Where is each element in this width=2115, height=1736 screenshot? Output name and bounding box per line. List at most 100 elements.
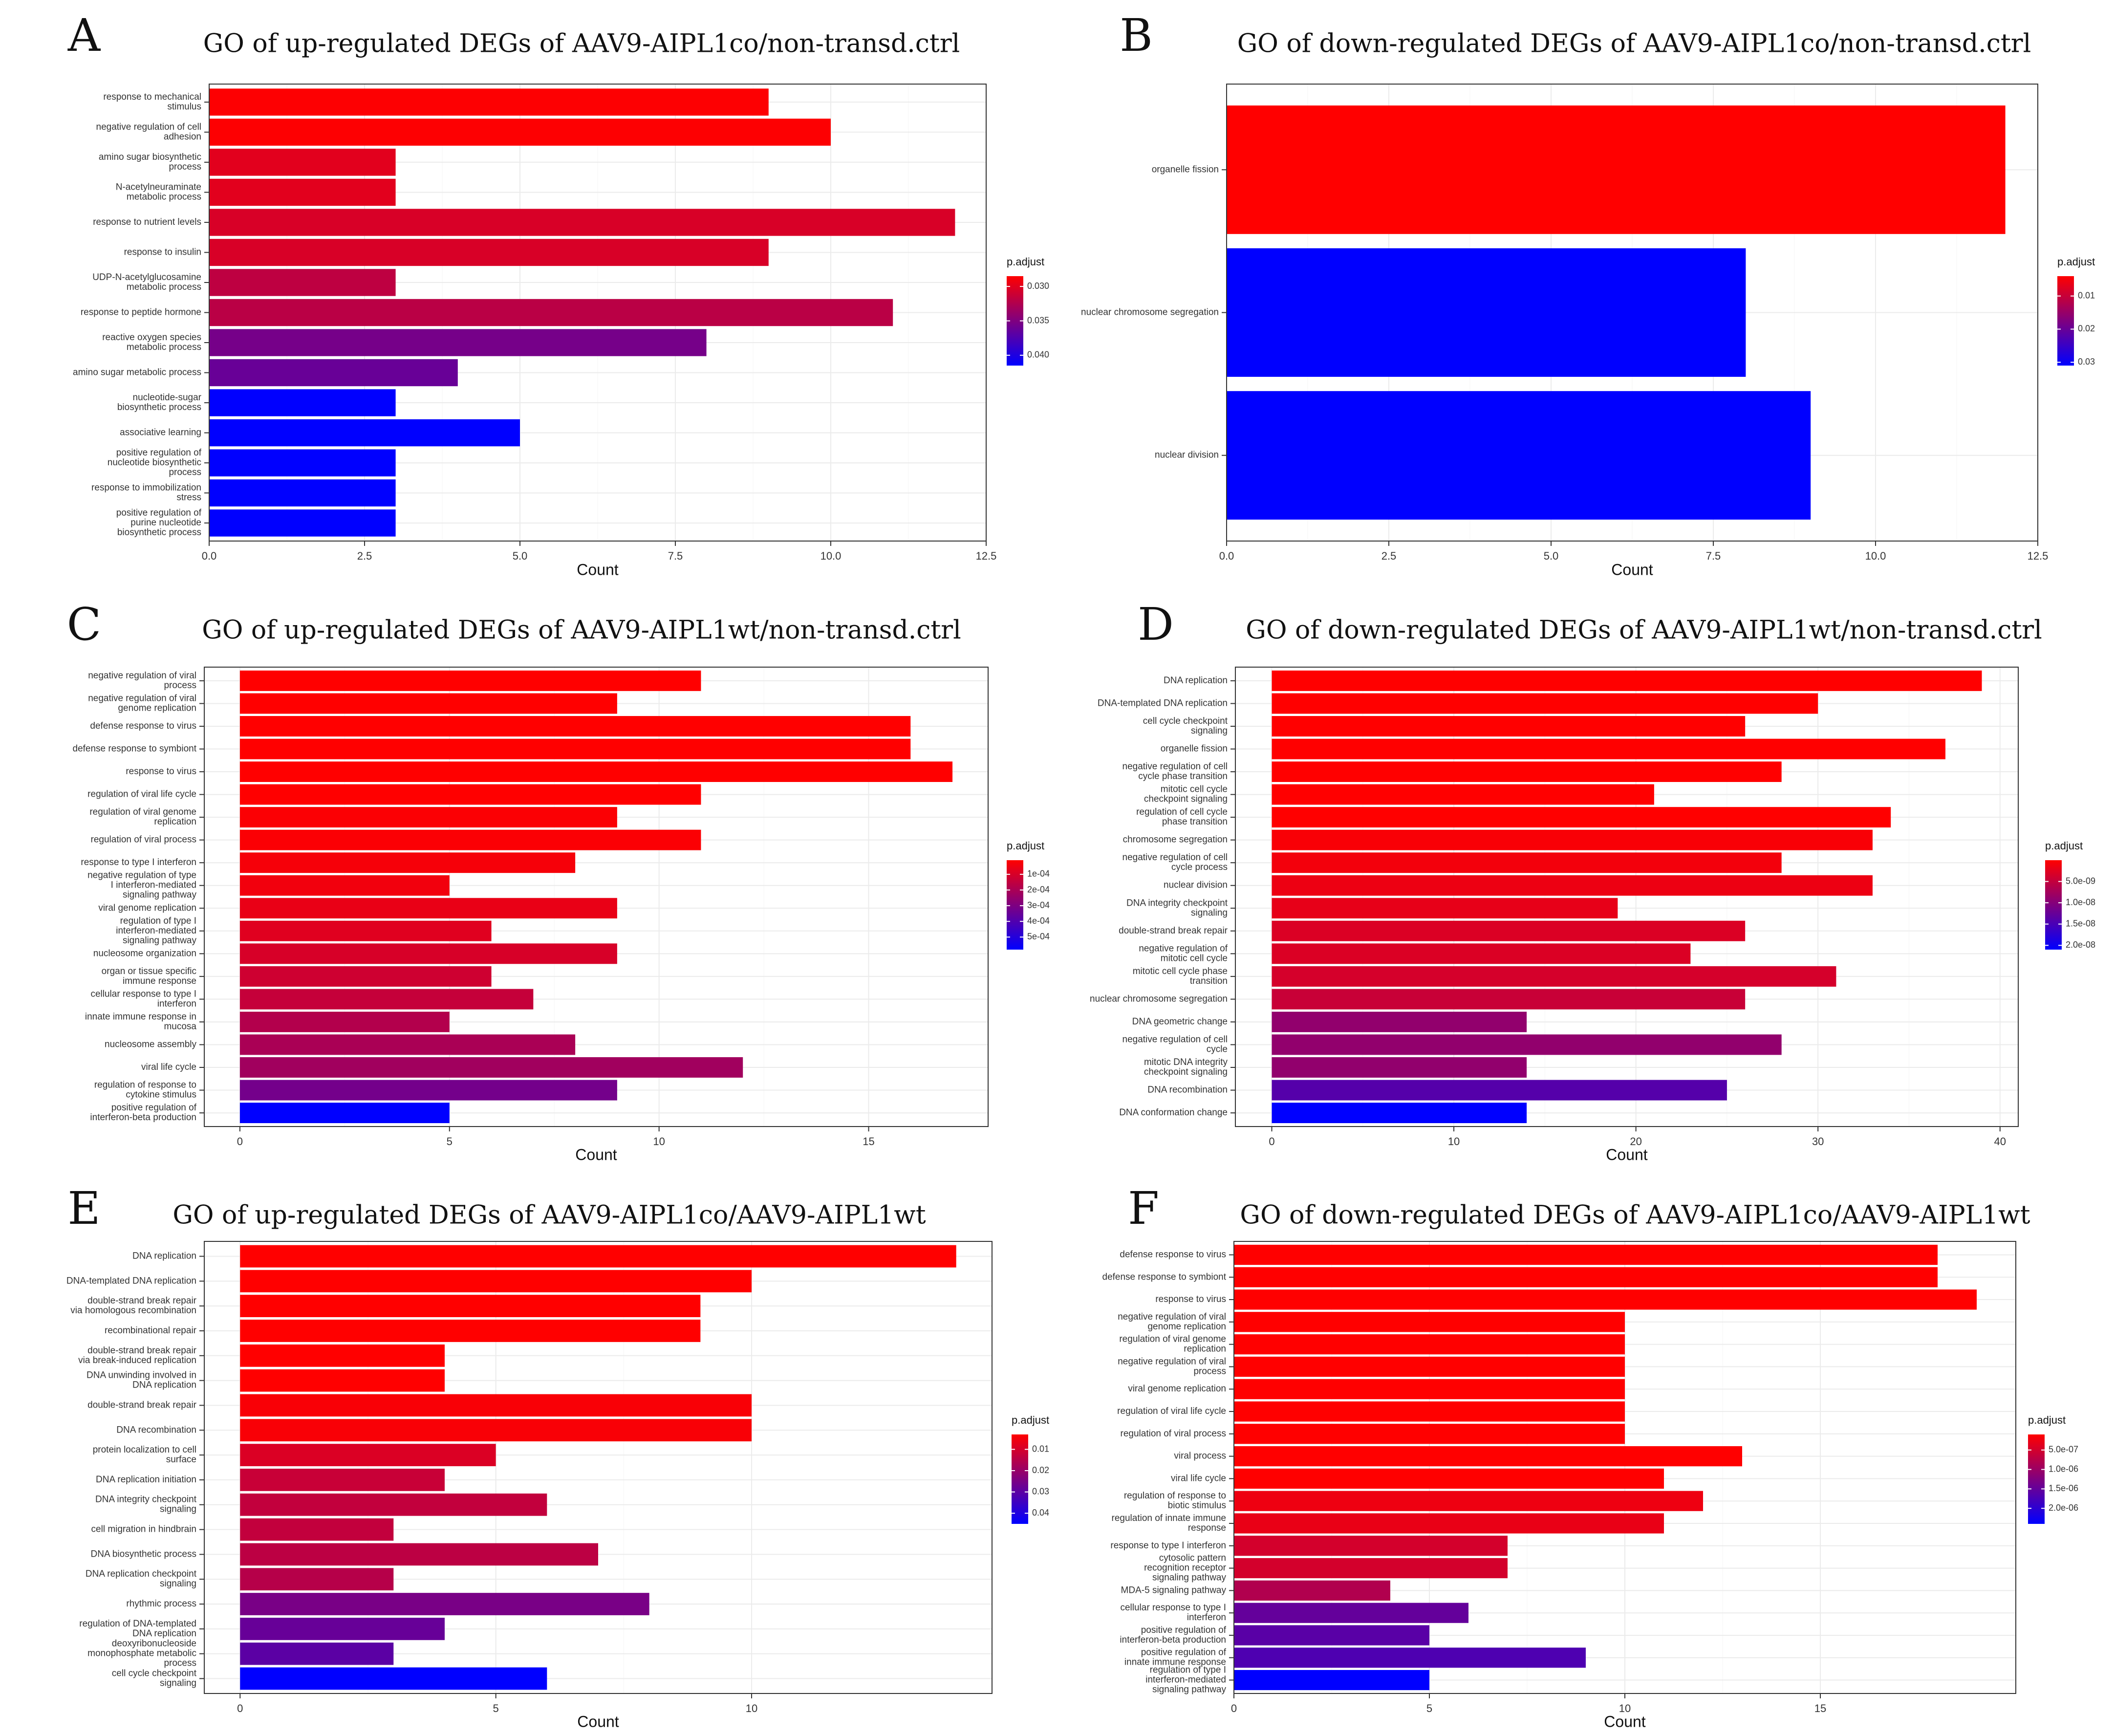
category-label-line: mitotic DNA integrity (1144, 1057, 1228, 1067)
category-label-line: monophosphate metabolic (87, 1649, 196, 1659)
bar (1272, 1034, 1782, 1055)
bars (1272, 670, 1982, 1124)
x-axis-title: Count (575, 1146, 617, 1163)
category-label: organelle fission (1152, 164, 1219, 174)
bar (240, 1295, 701, 1318)
panel-letter: C (67, 598, 101, 651)
category-label: response to virus (1155, 1294, 1226, 1304)
bar (1234, 1625, 1429, 1646)
bar (1234, 1334, 1625, 1355)
category-label-line: cytosolic pattern (1159, 1553, 1226, 1563)
category-label: amino sugar metabolic process (73, 368, 201, 378)
bar (240, 1369, 445, 1392)
legend-colorbar (1012, 1434, 1028, 1524)
bar (239, 898, 617, 919)
category-label-line: DNA replication initiation (96, 1475, 196, 1485)
category-label-line: DNA integrity checkpoint (95, 1495, 197, 1505)
category-label-line: DNA integrity checkpoint (1126, 898, 1228, 908)
x-tick-label: 2.5 (1381, 550, 1397, 562)
legend-title: p.adjust (2057, 256, 2095, 268)
category-label-line: stimulus (167, 102, 201, 112)
category-label-line: surface (166, 1454, 196, 1465)
category-label-line: positive regulation of (111, 1103, 197, 1113)
category-label-line: regulation of viral genome (1119, 1334, 1226, 1345)
category-label: DNA geometric change (1132, 1017, 1228, 1027)
category-label-line: mucosa (164, 1021, 196, 1032)
category-label: response to nutrient levels (93, 217, 201, 227)
category-label-line: negative regulation of cell (96, 122, 201, 132)
category-label-line: checkpoint signaling (1144, 794, 1228, 804)
bar (240, 1245, 956, 1268)
panel-e: E GO of up-regulated DEGs of AAV9-AIPL1co… (66, 1182, 1049, 1731)
category-label-line: negative regulation of cell (1122, 1034, 1228, 1044)
bar (209, 269, 396, 296)
category-label-line: response to nutrient levels (93, 217, 201, 227)
category-label-line: response to virus (1155, 1294, 1226, 1304)
bar (1272, 738, 1945, 760)
category-label: regulation of viral process (1121, 1429, 1227, 1439)
chart-title: GO of down-regulated DEGs of AAV9-AIPL1c… (1240, 1201, 2030, 1230)
panel-c: C GO of up-regulated DEGs of AAV9-AIPL1wt… (67, 598, 1050, 1164)
category-label-line: signaling pathway (1152, 1573, 1227, 1583)
x-tick-label: 5 (1426, 1702, 1432, 1714)
category-label-line: signaling (1191, 908, 1228, 918)
category-label: DNA recombination (116, 1425, 196, 1435)
category-label: negative regulation of viral process (1118, 1356, 1226, 1376)
category-label-line: negative regulation of viral (1118, 1356, 1226, 1367)
category-label-line: positive regulation of (116, 448, 202, 458)
category-label: response to immobilization stress (91, 483, 201, 503)
category-label-line: DNA-templated DNA replication (1098, 698, 1228, 708)
category-label-line: amino sugar metabolic process (73, 368, 201, 378)
category-label: DNA replication initiation (96, 1475, 196, 1485)
category-label: organelle fission (1161, 744, 1228, 754)
category-label-line: DNA replication checkpoint (86, 1569, 197, 1579)
category-label: viral life cycle (1171, 1473, 1226, 1483)
category-label-line: cycle process (1171, 862, 1228, 872)
x-axis: 0 5 10 Count (237, 1693, 757, 1730)
category-label: nuclear chromosome segregation (1090, 994, 1228, 1004)
legend-title: p.adjust (2028, 1414, 2066, 1426)
category-label-line: regulation of viral genome (89, 807, 196, 817)
category-label: viral life cycle (141, 1062, 196, 1072)
category-label-line: response (1188, 1523, 1226, 1533)
category-label-line: negative regulation of viral (88, 693, 196, 703)
category-label: DNA integrity checkpoint signaling (1126, 898, 1228, 918)
category-label: DNA conformation change (1119, 1107, 1228, 1118)
category-label-line: organ or tissue specific (102, 966, 196, 976)
bar (1272, 1080, 1727, 1101)
category-label-line: negative regulation of viral (1118, 1312, 1226, 1322)
bar (239, 875, 450, 896)
category-label: nuclear division (1155, 450, 1219, 460)
category-label-line: metabolic process (127, 282, 201, 292)
category-label-line: signaling pathway (123, 935, 197, 946)
category-label-line: cycle phase transition (1138, 771, 1228, 781)
category-label-line: process (164, 1658, 196, 1669)
x-tick-label: 10.0 (820, 550, 842, 562)
bar (1272, 1057, 1527, 1078)
legend-colorbar (2045, 860, 2062, 950)
legend-tick-label: 0.03 (2078, 357, 2095, 367)
x-tick-label: 0 (1269, 1135, 1274, 1148)
bar (209, 479, 396, 507)
category-label-line: double-strand break repair (1119, 926, 1228, 936)
category-label: nucleosome assembly (105, 1039, 196, 1049)
category-label: double-strand break repair (1119, 926, 1228, 936)
legend-tick-label: 0.03 (1032, 1486, 1049, 1496)
panel-letter: A (67, 9, 101, 62)
chart-title: GO of up-regulated DEGs of AAV9-AIPL1wt/… (202, 616, 961, 645)
category-label: DNA replication (1164, 675, 1228, 686)
category-label: regulation of viral life cycle (87, 789, 196, 800)
legend-title: p.adjust (1007, 840, 1044, 852)
legend-tick-label: 2.0e-06 (2049, 1503, 2078, 1513)
category-label-line: I interferon-mediated (111, 880, 196, 890)
category-label-line: associative learning (120, 428, 201, 438)
x-axis: 0 5 10 15 Count (237, 1127, 875, 1163)
category-label-line: interferon (157, 998, 196, 1009)
bar (239, 761, 953, 782)
bar (1234, 1446, 1742, 1467)
legend-colorbar (2028, 1434, 2045, 1524)
category-label: negative regulation of cell cycle phase t… (1122, 761, 1228, 781)
category-label: regulation of viral genome replication (1119, 1334, 1226, 1354)
bar (209, 88, 769, 116)
